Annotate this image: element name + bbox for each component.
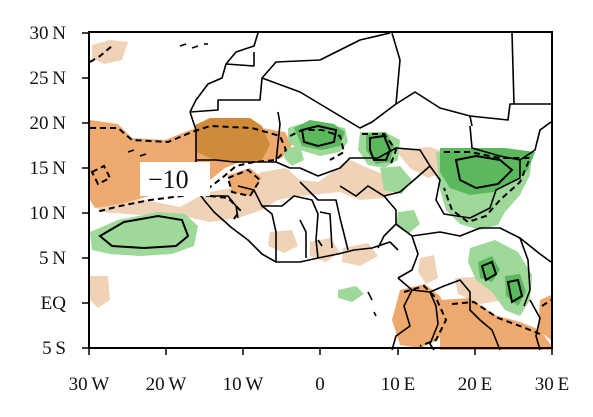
shade-light-green bbox=[90, 212, 198, 256]
border-line bbox=[299, 181, 349, 251]
border-line bbox=[189, 77, 473, 129]
map-frame bbox=[82, 31, 553, 355]
x-axis-labels: 30 W 20 W 10 W 0 10 E 20 E 30 E bbox=[69, 374, 570, 395]
island bbox=[179, 43, 187, 47]
shade-orange bbox=[440, 298, 551, 350]
shade-orange bbox=[228, 168, 262, 196]
x-tick-label: 10 E bbox=[381, 374, 415, 395]
y-tick-label: 5 S bbox=[42, 338, 66, 359]
shade-green bbox=[440, 148, 535, 195]
border-line bbox=[261, 32, 391, 79]
x-tick-label: 10 W bbox=[223, 374, 264, 395]
border-line bbox=[339, 185, 397, 249]
contour-solid bbox=[480, 260, 498, 282]
island bbox=[373, 311, 377, 317]
contour-solid bbox=[506, 278, 524, 304]
x-tick-label: 20 E bbox=[458, 374, 492, 395]
border-line bbox=[397, 277, 501, 351]
border-line bbox=[262, 195, 319, 259]
island bbox=[367, 291, 373, 301]
island bbox=[317, 239, 323, 247]
border-line bbox=[429, 125, 521, 219]
contour-label-bg bbox=[140, 162, 210, 196]
contour-dashed bbox=[90, 164, 112, 186]
contour-label: −10 bbox=[148, 165, 189, 194]
y-tick-label: 10 N bbox=[29, 203, 66, 224]
shade-light-tan bbox=[418, 255, 438, 284]
contour-dashed bbox=[541, 299, 552, 307]
shade-orange bbox=[538, 295, 551, 340]
shade-light-tan bbox=[90, 276, 110, 308]
island bbox=[127, 149, 135, 153]
shade-dark-brown bbox=[195, 118, 270, 162]
contour-solid bbox=[300, 124, 338, 148]
border-line bbox=[529, 299, 541, 351]
shade-light-tan bbox=[395, 147, 450, 178]
border-line bbox=[511, 32, 515, 105]
shade-light-green bbox=[284, 146, 304, 166]
border-line bbox=[237, 185, 277, 262]
contour-solid bbox=[454, 154, 514, 190]
contour-dashed bbox=[362, 133, 398, 167]
y-tick-label: 20 N bbox=[29, 113, 66, 134]
border-line bbox=[225, 52, 255, 67]
shade-light-green bbox=[338, 286, 364, 302]
x-tick-label: 30 E bbox=[535, 374, 569, 395]
border-line bbox=[196, 111, 281, 163]
border-line bbox=[391, 289, 413, 351]
border-line bbox=[395, 223, 419, 279]
contour-dashed bbox=[89, 45, 113, 63]
political-borders bbox=[127, 32, 552, 351]
contour-dashed bbox=[443, 151, 532, 224]
island bbox=[191, 45, 199, 49]
y-axis-labels: 30 N 25 N 20 N 15 N 10 N 5 N EQ 5 S bbox=[29, 23, 66, 359]
border-line bbox=[275, 147, 431, 177]
shade-light-green bbox=[396, 210, 420, 234]
contour-dashed bbox=[451, 300, 541, 335]
border-line bbox=[519, 237, 531, 307]
border-line bbox=[299, 219, 307, 258]
border-line bbox=[429, 291, 439, 351]
x-tick-label: 0 bbox=[315, 374, 325, 395]
border-line bbox=[383, 165, 431, 197]
y-tick-label: 15 N bbox=[29, 158, 66, 179]
shade-light-tan bbox=[92, 40, 128, 64]
contour-dashed bbox=[289, 129, 346, 161]
y-tick-label: 5 N bbox=[39, 248, 66, 269]
y-tick-label: EQ bbox=[41, 293, 67, 314]
shade-light-tan bbox=[268, 230, 298, 253]
border-line bbox=[206, 195, 239, 219]
y-tick-label: 30 N bbox=[29, 23, 66, 44]
border-line bbox=[319, 211, 333, 249]
shade-light-green bbox=[380, 166, 412, 194]
x-tick-label: 30 W bbox=[69, 374, 110, 395]
contour-solid bbox=[369, 134, 392, 161]
contour-dashed bbox=[90, 124, 288, 213]
island bbox=[139, 153, 147, 157]
contour-solid bbox=[98, 214, 190, 250]
border-line bbox=[411, 227, 552, 263]
x-tick-label: 20 W bbox=[146, 374, 187, 395]
y-tick-label: 25 N bbox=[29, 68, 66, 89]
border-line bbox=[391, 32, 401, 105]
border-line bbox=[189, 32, 259, 113]
border-line bbox=[519, 121, 552, 161]
contour-layer bbox=[89, 45, 552, 347]
border-line bbox=[469, 103, 551, 121]
tick-marks bbox=[82, 32, 553, 355]
contour-dashed bbox=[209, 195, 242, 223]
